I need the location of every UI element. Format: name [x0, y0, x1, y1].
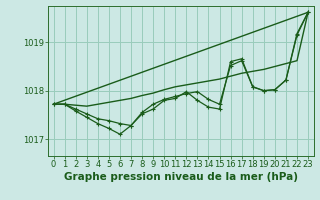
X-axis label: Graphe pression niveau de la mer (hPa): Graphe pression niveau de la mer (hPa)	[64, 172, 298, 182]
